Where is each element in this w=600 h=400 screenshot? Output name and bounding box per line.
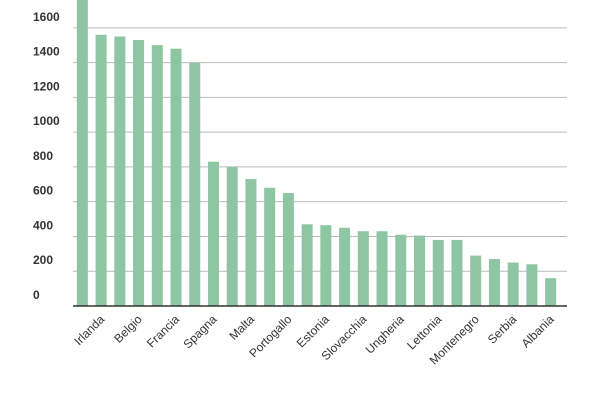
x-tick-label: Irlanda — [71, 312, 107, 348]
bar — [226, 166, 238, 306]
bar — [451, 239, 463, 306]
bar — [95, 34, 107, 306]
y-tick-label: 1200 — [33, 79, 60, 93]
y-tick-label: 400 — [33, 218, 53, 232]
bar — [395, 234, 407, 306]
bar — [301, 224, 313, 306]
bar — [339, 227, 351, 306]
y-tick-label: 0 — [33, 288, 40, 302]
bar — [76, 0, 88, 306]
bar — [207, 161, 219, 306]
x-tick-label: Albania — [519, 312, 557, 350]
x-tick-label: Malta — [226, 312, 257, 343]
bar — [245, 179, 257, 306]
x-tick-label: Ungheria — [363, 312, 408, 357]
bar — [170, 48, 182, 306]
x-tick-label: Francia — [144, 312, 182, 350]
y-tick-label: 200 — [33, 253, 53, 267]
bar — [264, 187, 276, 306]
x-tick-label: Belgio — [111, 312, 145, 346]
bar — [526, 264, 538, 306]
bar — [133, 39, 145, 306]
y-tick-label: 1600 — [33, 10, 60, 24]
bar — [320, 225, 332, 306]
bar — [282, 192, 294, 306]
bar — [357, 231, 369, 306]
bar — [189, 62, 201, 306]
bar — [376, 231, 388, 306]
bar — [114, 36, 126, 307]
y-tick-label: 600 — [33, 184, 53, 198]
x-tick-label: Serbia — [485, 312, 520, 347]
bar — [151, 45, 163, 307]
bar — [507, 262, 519, 306]
y-tick-label: 1400 — [33, 45, 60, 59]
bar — [488, 259, 500, 306]
bar — [545, 278, 557, 306]
x-tick-label: Spagna — [180, 312, 219, 351]
bar — [414, 235, 426, 306]
y-tick-label: 800 — [33, 149, 53, 163]
y-tick-label: 1000 — [33, 114, 60, 128]
bar — [432, 239, 444, 306]
bar — [470, 255, 482, 306]
